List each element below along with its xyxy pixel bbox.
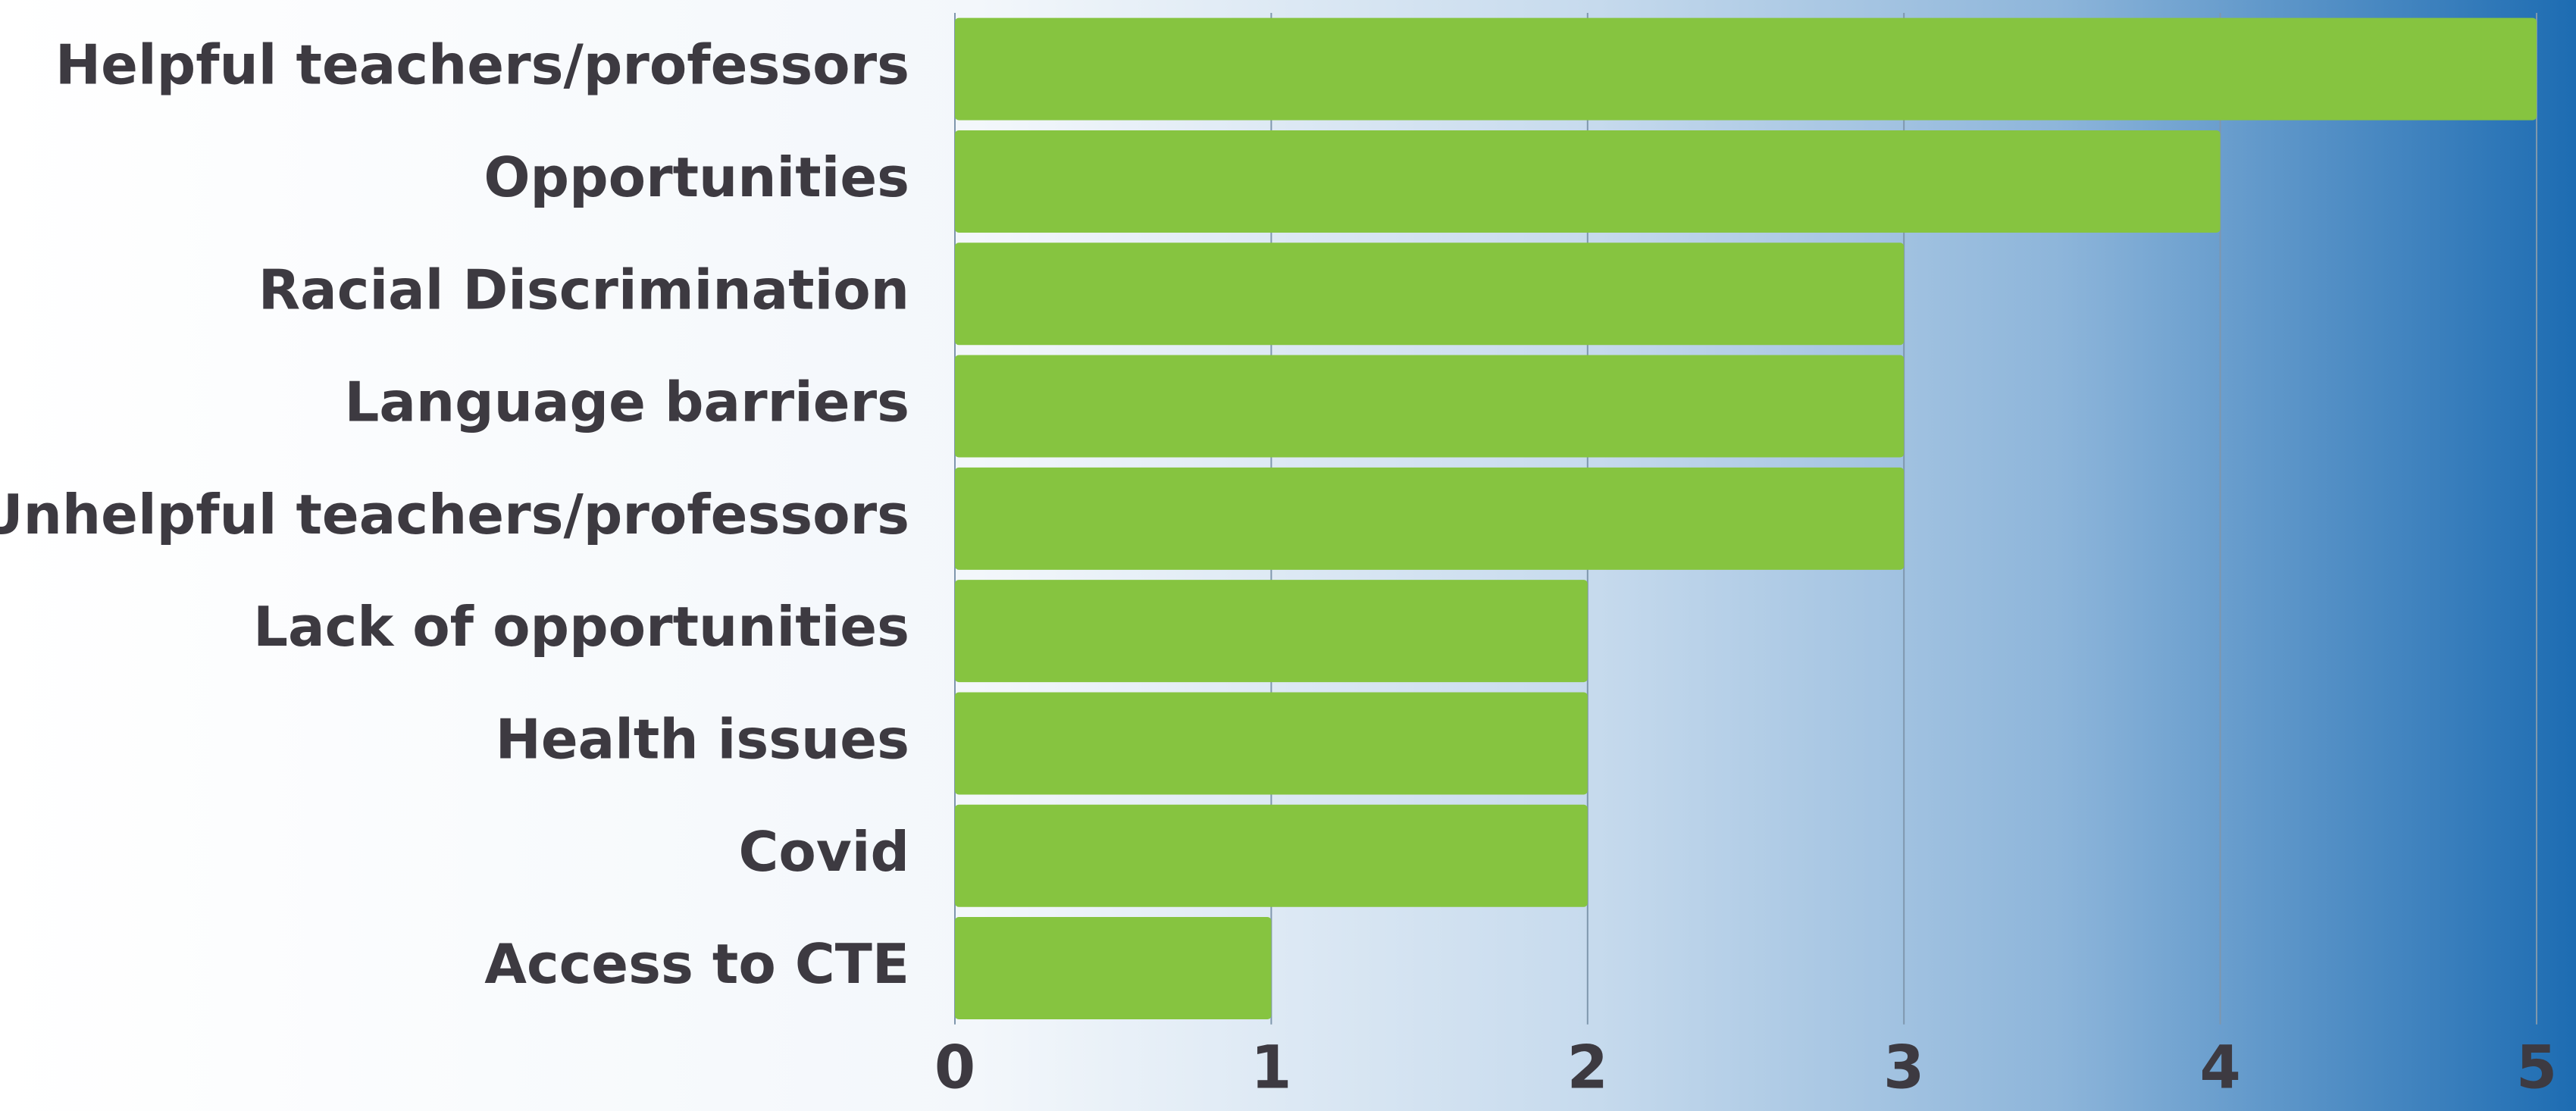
y-tick-label: Helpful teachers/professors bbox=[55, 33, 909, 97]
y-tick-label: Health issues bbox=[496, 707, 909, 771]
bar bbox=[955, 804, 1588, 907]
bar bbox=[955, 355, 1905, 458]
bar bbox=[955, 580, 1588, 683]
bar bbox=[955, 130, 2221, 233]
y-tick-label: Lack of opportunities bbox=[253, 595, 909, 659]
bar bbox=[955, 692, 1588, 795]
y-tick-label: Access to CTE bbox=[484, 932, 909, 996]
plot: 0 1 2 3 4 5 Helpful teachers/professors Opportu… bbox=[0, 17, 2557, 1102]
y-tick-label: Covid bbox=[739, 820, 909, 884]
y-tick-label: Opportunities bbox=[484, 146, 909, 209]
y-tick-label: Language barriers bbox=[344, 371, 909, 434]
bar bbox=[955, 243, 1905, 346]
x-tick-label: 4 bbox=[2199, 1034, 2240, 1102]
y-tick-label: Unhelpful teachers/professors bbox=[0, 483, 909, 546]
x-tick-label: 1 bbox=[1250, 1034, 1291, 1102]
x-tick-label: 0 bbox=[934, 1034, 975, 1102]
x-tick-label: 3 bbox=[1883, 1034, 1924, 1102]
y-tick-label: Racial Discrimination bbox=[258, 258, 909, 321]
x-tick-label: 5 bbox=[2516, 1034, 2557, 1102]
x-tick-label: 2 bbox=[1567, 1034, 1608, 1102]
bar bbox=[955, 17, 2537, 120]
bar bbox=[955, 467, 1905, 570]
bar bbox=[955, 917, 1272, 1020]
